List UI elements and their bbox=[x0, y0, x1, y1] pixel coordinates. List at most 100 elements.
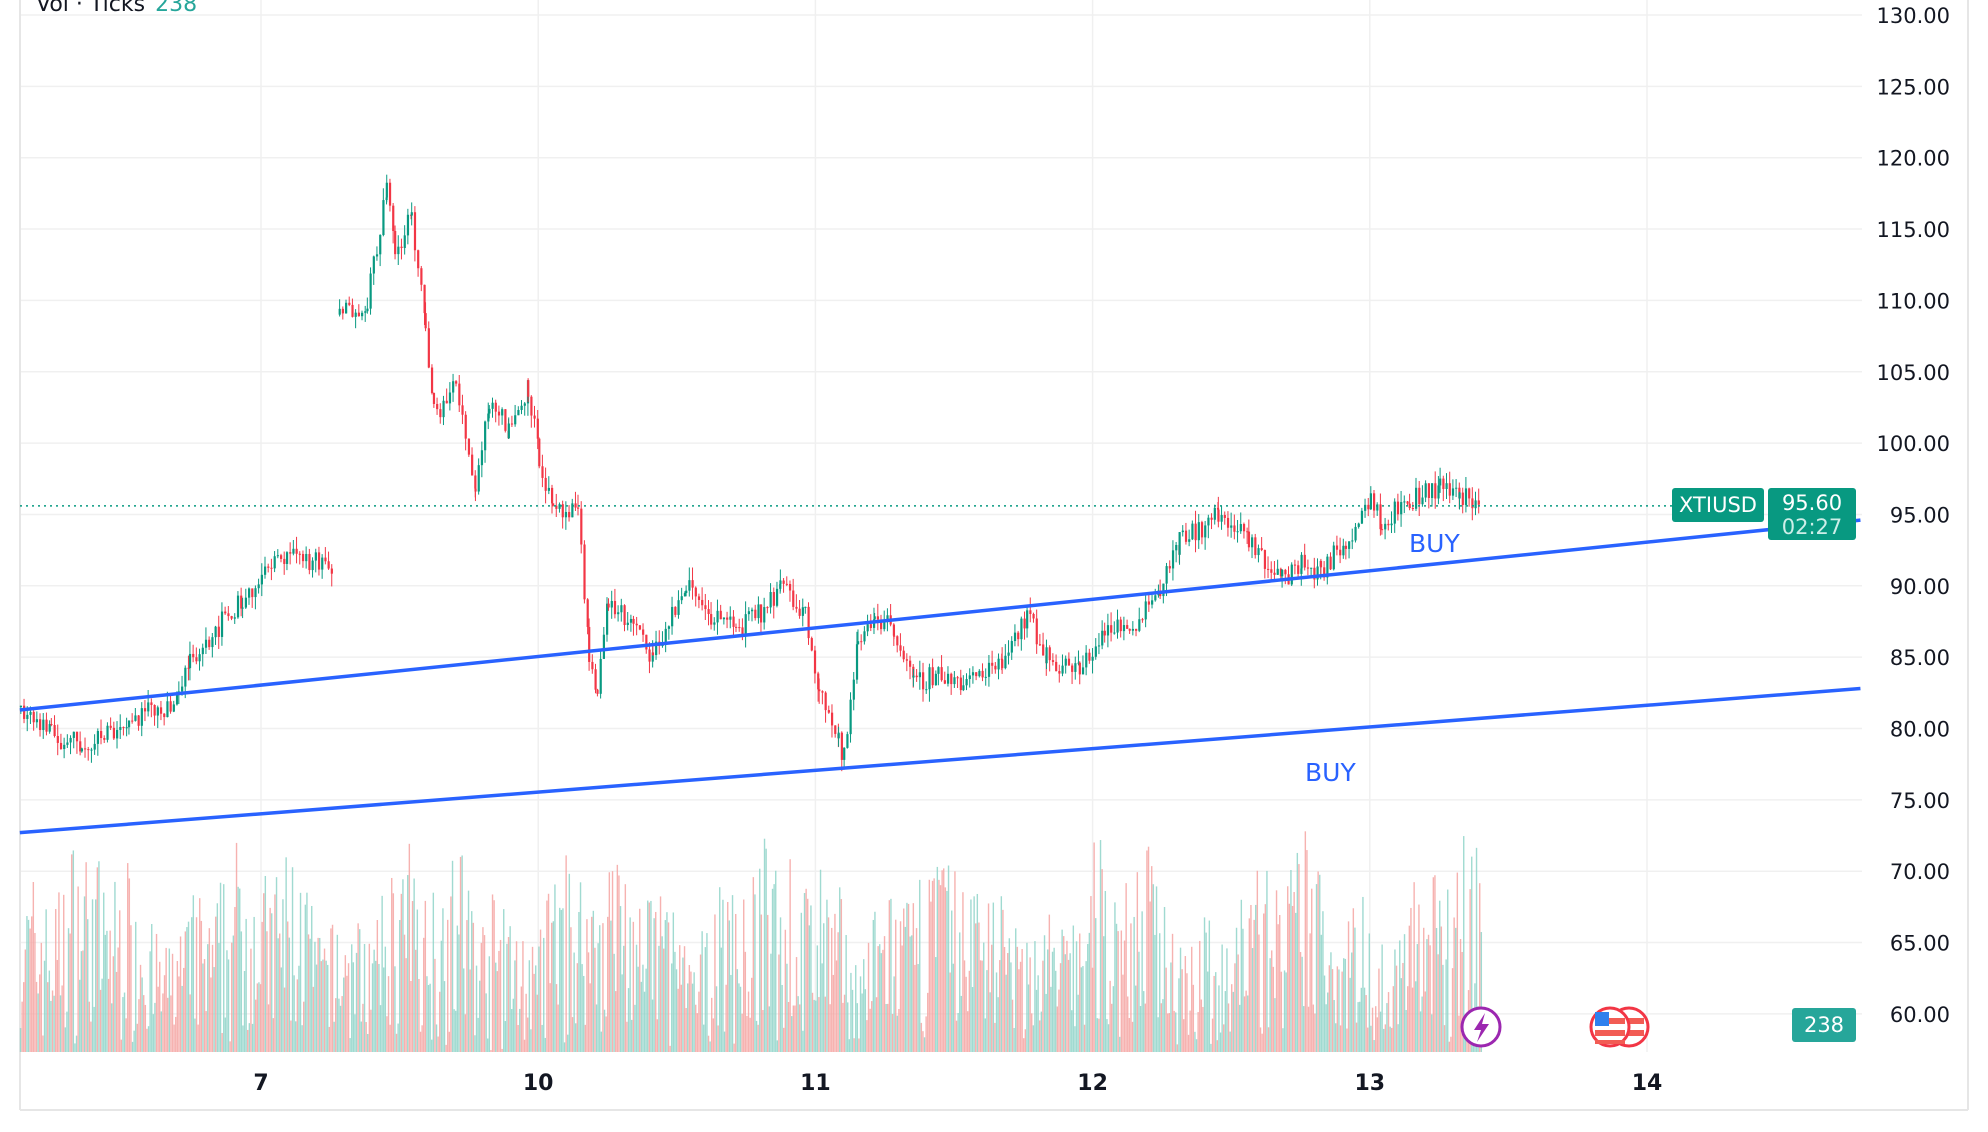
volume-bar bbox=[341, 996, 343, 1052]
candle bbox=[856, 641, 860, 645]
volume-bar bbox=[675, 969, 678, 1052]
volume-bar bbox=[306, 892, 308, 1052]
volume-bar bbox=[581, 964, 583, 1052]
volume-bar bbox=[991, 944, 993, 1052]
candle bbox=[766, 607, 769, 609]
trendlines[interactable] bbox=[19, 518, 1861, 835]
candle bbox=[227, 613, 230, 617]
volume-bar bbox=[671, 963, 673, 1052]
last-price-tag: 95.60 02:27 bbox=[1768, 488, 1856, 540]
candle bbox=[1387, 523, 1390, 526]
volume-bar bbox=[1426, 939, 1428, 1052]
volume-bar bbox=[901, 945, 903, 1052]
volume-bar bbox=[464, 1014, 467, 1052]
volume-bar bbox=[599, 925, 601, 1052]
candle bbox=[1233, 525, 1236, 532]
volume-bar bbox=[1251, 948, 1254, 1052]
volume-bar bbox=[719, 887, 721, 1052]
candle bbox=[1064, 658, 1067, 666]
candle bbox=[1207, 517, 1210, 526]
candle bbox=[1323, 567, 1326, 578]
volume-bar bbox=[120, 1039, 123, 1052]
volume-bar bbox=[1122, 974, 1124, 1052]
volume-bar bbox=[512, 998, 515, 1052]
volume-bar bbox=[1471, 856, 1473, 1052]
candle bbox=[267, 566, 270, 568]
candle bbox=[1097, 645, 1101, 647]
lightning-event-icon[interactable] bbox=[1460, 1006, 1502, 1048]
candle bbox=[1421, 497, 1424, 505]
candle bbox=[1078, 662, 1081, 675]
candle bbox=[701, 599, 704, 606]
candle bbox=[504, 409, 507, 431]
volume-bar bbox=[570, 927, 572, 1052]
time-axis[interactable]: 7 10 11 12 13 14 bbox=[253, 1071, 1662, 1096]
us-flag-icon[interactable] bbox=[1589, 1006, 1631, 1048]
volume-bar bbox=[195, 917, 198, 1052]
candle bbox=[1411, 508, 1415, 510]
candle bbox=[984, 676, 987, 678]
candle bbox=[1406, 501, 1409, 504]
volume-bar bbox=[538, 946, 540, 1052]
volume-bar bbox=[184, 931, 187, 1052]
volume-bar bbox=[213, 967, 215, 1052]
volume-bar bbox=[274, 894, 276, 1052]
volume-bar bbox=[896, 1015, 899, 1052]
candle bbox=[899, 645, 902, 651]
volume-bar bbox=[907, 903, 910, 1052]
volume-bar bbox=[235, 842, 238, 1052]
candle bbox=[372, 256, 375, 274]
volume-bar bbox=[1216, 1040, 1219, 1052]
volume-bar bbox=[56, 959, 59, 1052]
volume-bar bbox=[739, 986, 742, 1052]
volume-bar bbox=[539, 929, 542, 1052]
volume-bar bbox=[304, 904, 307, 1052]
volume-bar bbox=[922, 1031, 924, 1052]
volume-bar bbox=[616, 864, 619, 1052]
candle bbox=[63, 744, 66, 750]
volume-bar bbox=[91, 899, 94, 1052]
volume-bar bbox=[567, 1034, 569, 1052]
volume-bar bbox=[610, 920, 612, 1052]
candle bbox=[1010, 641, 1013, 653]
volume-bar bbox=[779, 917, 782, 1052]
candle bbox=[224, 611, 227, 614]
volume-bar bbox=[554, 884, 556, 1052]
volume-bar bbox=[1341, 971, 1343, 1052]
volume-bar bbox=[482, 927, 484, 1052]
volume-bar bbox=[335, 998, 337, 1052]
candle bbox=[886, 615, 889, 621]
candle bbox=[1165, 566, 1168, 584]
volume-bar bbox=[1311, 888, 1313, 1052]
candle bbox=[119, 727, 122, 730]
volume-bar bbox=[1143, 991, 1145, 1052]
candle bbox=[324, 557, 327, 562]
volume-bar bbox=[983, 942, 985, 1052]
volume-bar bbox=[295, 1021, 297, 1052]
volume-bar bbox=[848, 1039, 851, 1052]
volume-bar bbox=[1034, 941, 1036, 1052]
candle bbox=[617, 612, 620, 615]
candle bbox=[1242, 524, 1246, 532]
volume-bar bbox=[163, 975, 166, 1052]
candle bbox=[683, 593, 687, 597]
candle bbox=[497, 411, 501, 416]
volume-bar bbox=[495, 962, 497, 1052]
volume-bar bbox=[477, 1017, 479, 1052]
volume-bar bbox=[1035, 989, 1038, 1052]
volume-bar bbox=[984, 1018, 987, 1052]
candle bbox=[461, 405, 464, 415]
volume-bar bbox=[699, 954, 702, 1052]
volume-bar bbox=[968, 970, 971, 1052]
price-axis[interactable]: 130.00 125.00 120.00 115.00 110.00 105.00 100.… bbox=[1877, 4, 1950, 1027]
volume-bar bbox=[1019, 961, 1022, 1052]
candle bbox=[1332, 545, 1335, 570]
candle bbox=[577, 507, 580, 509]
volume-bar bbox=[1186, 973, 1188, 1052]
volume-bar bbox=[47, 982, 49, 1052]
volume-bar bbox=[936, 866, 939, 1052]
volume-bar bbox=[1451, 968, 1454, 1052]
volume-bar bbox=[615, 991, 617, 1052]
volume-legend[interactable]: Vol · Ticks 238 bbox=[36, 0, 197, 17]
